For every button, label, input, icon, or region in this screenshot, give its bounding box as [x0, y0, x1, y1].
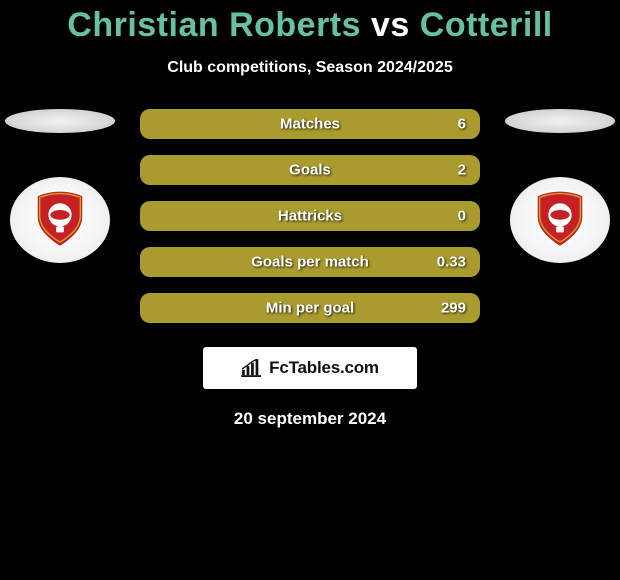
metric-value-right: 0.33 — [437, 254, 466, 271]
player-a-name: Christian Roberts — [67, 6, 361, 44]
metric-bar: Goals per match 0.33 — [140, 247, 480, 277]
comparison-body: Matches 6 Goals 2 Hattricks 0 Goals per match 0… — [0, 109, 620, 339]
player-b-photo-placeholder — [505, 109, 615, 133]
vs-label: vs — [371, 6, 410, 44]
metric-value-right: 0 — [458, 208, 466, 225]
player-a-club-badge — [10, 177, 110, 263]
metric-label: Min per goal — [266, 300, 354, 317]
metric-bar: Matches 6 — [140, 109, 480, 139]
metric-value-right: 2 — [458, 162, 466, 179]
player-b-name: Cotterill — [420, 6, 553, 44]
metric-bars: Matches 6 Goals 2 Hattricks 0 Goals per match 0… — [140, 109, 480, 339]
metric-label: Goals per match — [251, 254, 369, 271]
player-a-photo-placeholder — [5, 109, 115, 133]
metric-bar: Hattricks 0 — [140, 201, 480, 231]
player-b-club-badge — [510, 177, 610, 263]
metric-bar: Min per goal 299 — [140, 293, 480, 323]
bar-left-half — [140, 155, 310, 185]
swindon-shield-icon — [529, 188, 591, 250]
subtitle: Club competitions, Season 2024/2025 — [0, 59, 620, 77]
comparison-infographic: Christian Roberts vs Cotterill Club comp… — [0, 0, 620, 580]
attribution-banner: FcTables.com — [203, 347, 417, 389]
swindon-shield-icon — [29, 188, 91, 250]
metric-bar: Goals 2 — [140, 155, 480, 185]
metric-label: Goals — [289, 162, 331, 179]
player-b-column — [500, 109, 620, 263]
bar-right-half — [310, 155, 480, 185]
bar-chart-icon — [241, 359, 263, 377]
attribution-brand: FcTables.com — [269, 358, 379, 378]
metric-label: Matches — [280, 116, 340, 133]
infographic-date: 20 september 2024 — [0, 409, 620, 429]
metric-label: Hattricks — [278, 208, 342, 225]
page-title: Christian Roberts vs Cotterill — [0, 0, 620, 45]
metric-value-right: 299 — [441, 300, 466, 317]
player-a-column — [0, 109, 120, 263]
metric-value-right: 6 — [458, 116, 466, 133]
